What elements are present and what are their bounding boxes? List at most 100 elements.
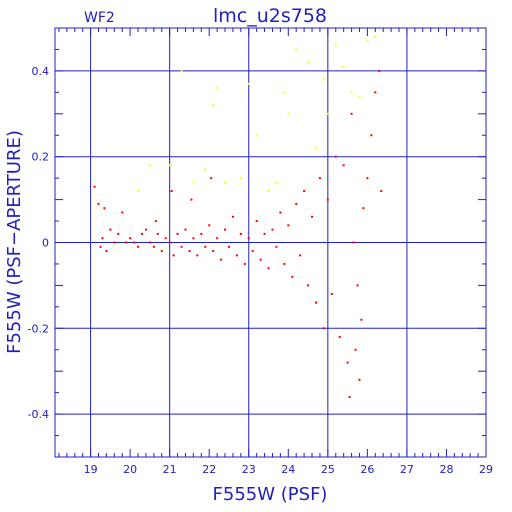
data-point-main bbox=[129, 237, 132, 240]
data-point-main bbox=[93, 185, 96, 188]
x-tick-label: 23 bbox=[242, 463, 256, 476]
x-tick-label: 20 bbox=[123, 463, 137, 476]
data-point-main bbox=[348, 395, 351, 398]
grid-lines bbox=[55, 28, 486, 457]
data-point-main bbox=[133, 241, 136, 244]
data-point-secondary bbox=[216, 87, 219, 90]
data-point-main bbox=[140, 232, 143, 235]
data-point-main bbox=[303, 190, 306, 193]
data-point-secondary bbox=[192, 181, 195, 184]
data-point-main bbox=[287, 224, 290, 227]
data-point-secondary bbox=[255, 134, 258, 137]
data-point-main bbox=[168, 241, 171, 244]
data-point-main bbox=[176, 232, 179, 235]
tick-labels: 19 20 21 22 23 24 25 26 27 28 29 -0.4 -0.2 0 0.2 0.4 bbox=[28, 65, 493, 476]
data-point-secondary bbox=[295, 48, 298, 51]
data-point-secondary bbox=[239, 177, 242, 180]
data-point-main bbox=[148, 241, 151, 244]
x-tick-label: 21 bbox=[163, 463, 177, 476]
data-point-main bbox=[263, 232, 266, 235]
data-point-main bbox=[271, 228, 274, 231]
data-point-main bbox=[314, 301, 317, 304]
data-point-secondary bbox=[275, 181, 278, 184]
data-point-main bbox=[109, 228, 112, 231]
data-point-secondary bbox=[326, 112, 329, 115]
y-axis-label: F555W (PSF−APERTURE) bbox=[4, 130, 25, 354]
data-point-main bbox=[342, 164, 345, 167]
y-tick-label: 0 bbox=[42, 237, 49, 250]
data-point-secondary bbox=[350, 91, 353, 94]
x-axis-label: F555W (PSF) bbox=[213, 484, 328, 505]
data-point-main bbox=[101, 237, 104, 240]
data-point-main bbox=[184, 228, 187, 231]
data-point-main bbox=[188, 250, 191, 253]
data-point-secondary bbox=[358, 95, 361, 98]
data-point-main bbox=[255, 220, 258, 223]
data-point-main bbox=[247, 237, 250, 240]
data-point-main bbox=[105, 250, 108, 253]
data-point-main bbox=[190, 198, 193, 201]
series-main-points bbox=[93, 69, 383, 398]
x-tick-label: 25 bbox=[321, 463, 335, 476]
data-point-main bbox=[275, 245, 278, 248]
data-point-main bbox=[243, 262, 246, 265]
x-tick-label: 27 bbox=[400, 463, 414, 476]
data-point-main bbox=[224, 228, 227, 231]
data-point-main bbox=[170, 190, 173, 193]
data-point-secondary bbox=[283, 91, 286, 94]
data-point-main bbox=[196, 254, 199, 257]
data-point-main bbox=[358, 378, 361, 381]
data-point-main bbox=[322, 327, 325, 330]
series-secondary-points bbox=[137, 35, 377, 193]
data-point-main bbox=[283, 262, 286, 265]
data-point-main bbox=[295, 202, 298, 205]
data-point-main bbox=[370, 134, 373, 137]
data-point-secondary bbox=[342, 65, 345, 68]
x-tick-label: 29 bbox=[479, 463, 493, 476]
x-tick-label: 24 bbox=[281, 463, 295, 476]
data-point-main bbox=[350, 112, 353, 115]
data-point-main bbox=[366, 177, 369, 180]
x-tick-label: 22 bbox=[202, 463, 216, 476]
x-tick-label: 19 bbox=[84, 463, 98, 476]
data-point-main bbox=[326, 198, 329, 201]
data-point-secondary bbox=[366, 39, 369, 42]
data-point-secondary bbox=[287, 112, 290, 115]
data-point-main bbox=[103, 207, 106, 210]
data-point-main bbox=[192, 237, 195, 240]
data-point-secondary bbox=[148, 164, 151, 167]
data-point-main bbox=[235, 254, 238, 257]
data-point-main bbox=[227, 245, 230, 248]
data-point-main bbox=[200, 232, 203, 235]
panel-label: WF2 bbox=[84, 10, 115, 26]
data-point-main bbox=[259, 258, 262, 261]
data-point-main bbox=[362, 207, 365, 210]
data-point-secondary bbox=[212, 104, 215, 107]
data-point-main bbox=[216, 237, 219, 240]
y-tick-label: -0.2 bbox=[28, 322, 49, 335]
x-tick-label: 26 bbox=[360, 463, 374, 476]
data-point-main bbox=[338, 335, 341, 338]
data-point-main bbox=[380, 190, 383, 193]
data-point-main bbox=[208, 224, 211, 227]
data-point-secondary bbox=[204, 168, 207, 171]
data-point-main bbox=[378, 69, 381, 72]
data-point-secondary bbox=[247, 82, 250, 85]
data-point-main bbox=[164, 237, 167, 240]
data-point-main bbox=[354, 348, 357, 351]
data-point-main bbox=[356, 284, 359, 287]
data-point-main bbox=[318, 177, 321, 180]
data-point-main bbox=[251, 250, 254, 253]
data-point-main bbox=[352, 241, 355, 244]
data-point-secondary bbox=[322, 78, 325, 81]
data-point-secondary bbox=[224, 181, 227, 184]
data-point-main bbox=[154, 220, 157, 223]
data-point-main bbox=[125, 241, 128, 244]
data-point-secondary bbox=[374, 35, 377, 38]
data-point-main bbox=[239, 232, 242, 235]
data-point-main bbox=[307, 284, 310, 287]
y-tick-label: 0.2 bbox=[32, 151, 50, 164]
data-point-main bbox=[346, 361, 349, 364]
